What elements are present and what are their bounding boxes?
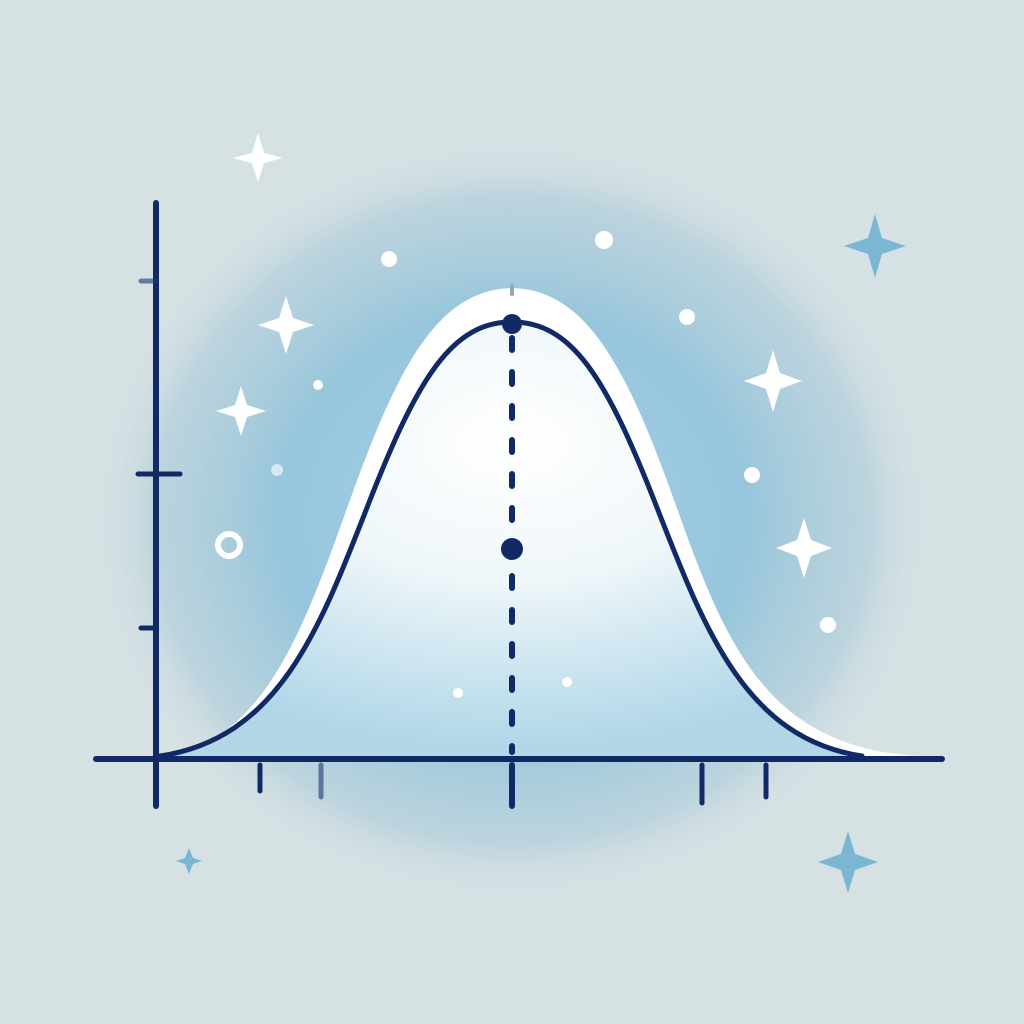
sparkle-icon <box>818 831 878 893</box>
ring-icon <box>215 531 243 559</box>
dot-icon <box>679 309 695 325</box>
sparkle-icon <box>176 848 202 874</box>
peak-point <box>502 314 522 334</box>
dot-icon <box>595 231 613 249</box>
mean-point <box>501 538 523 560</box>
sparkle-icon <box>744 350 802 412</box>
sparkle-icon <box>844 214 906 278</box>
sparkle-icon <box>776 518 832 578</box>
dot-icon <box>744 467 760 483</box>
dot-icon <box>562 677 572 687</box>
dot-icon <box>271 464 283 476</box>
dot-icon <box>453 688 463 698</box>
sparkle-icon <box>216 386 266 436</box>
sparkle-icon <box>233 133 283 182</box>
sparkles <box>216 133 836 698</box>
dot-icon <box>820 617 836 633</box>
sparkle-icon <box>258 296 314 354</box>
dot-icon <box>313 380 323 390</box>
accent-sparkles <box>176 214 906 893</box>
dot-icon <box>381 251 397 267</box>
